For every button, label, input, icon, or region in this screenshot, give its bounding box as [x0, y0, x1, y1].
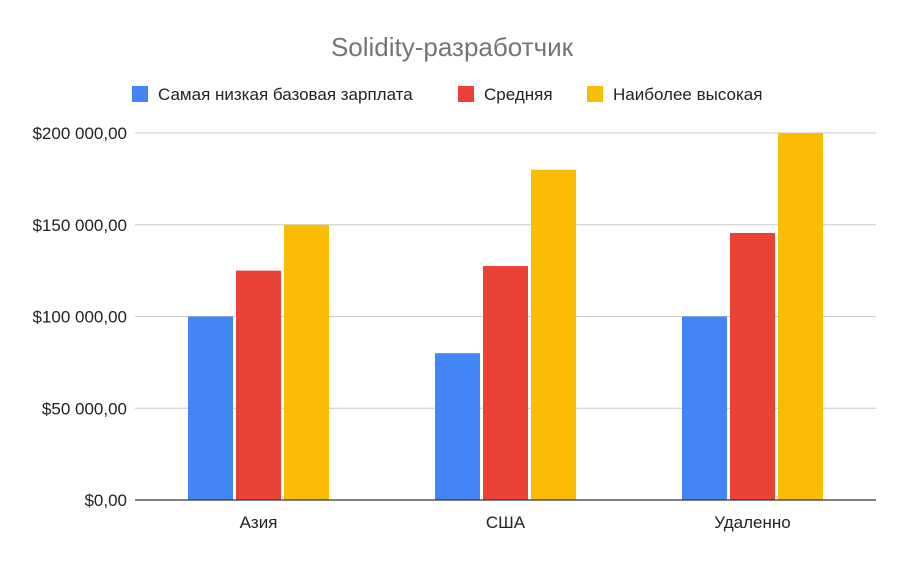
bar-3-2	[730, 233, 775, 500]
legend-swatch-3	[587, 86, 603, 102]
bar-1-2	[236, 270, 281, 500]
bar-3-3	[778, 133, 823, 500]
x-tick-label-3: Удаленно	[714, 513, 790, 532]
x-tick-label-1: Азия	[240, 513, 278, 532]
bar-2-3	[531, 169, 576, 500]
legend: Самая низкая базовая зарплата Средняя Наиб…	[132, 85, 762, 104]
bar-2-1	[435, 353, 480, 500]
legend-swatch-1	[132, 86, 148, 102]
y-axis: $0,00 $50 000,00 $100 000,00 $150 000,00 $20…	[32, 124, 127, 510]
legend-label-2: Средняя	[484, 85, 553, 104]
bar-1-3	[284, 224, 329, 500]
bar-3-1	[682, 316, 727, 500]
chart-title: Solidity-разработчик	[331, 32, 574, 62]
legend-swatch-2	[458, 86, 474, 102]
x-tick-label-2: США	[486, 513, 526, 532]
bars	[188, 133, 823, 500]
bar-2-2	[483, 266, 528, 500]
bar-1-1	[188, 316, 233, 500]
x-axis: Азия США Удаленно	[135, 499, 876, 532]
y-tick-label-3: $150 000,00	[32, 216, 127, 235]
y-tick-label-0: $0,00	[84, 491, 127, 510]
y-tick-label-1: $50 000,00	[42, 399, 127, 418]
y-tick-label-2: $100 000,00	[32, 308, 127, 327]
legend-label-1: Самая низкая базовая зарплата	[158, 85, 413, 104]
legend-label-3: Наиболее высокая	[613, 85, 762, 104]
y-tick-label-4: $200 000,00	[32, 124, 127, 143]
